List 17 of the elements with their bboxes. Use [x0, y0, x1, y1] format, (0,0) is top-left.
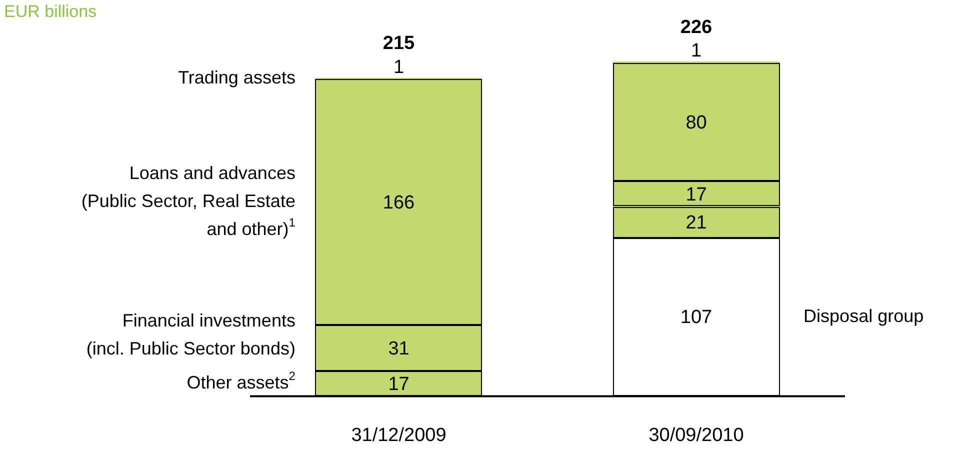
series-label: Financial investments (incl. Public Sector bonds) [86, 310, 296, 359]
x-tick-label: 30/09/2010 [648, 424, 744, 446]
data-label: 1 [393, 56, 404, 78]
total-label: 226 [680, 16, 712, 38]
text: EUR billions [4, 2, 97, 22]
total-label: 215 [382, 33, 416, 54]
data-label: 31 [388, 338, 410, 360]
data-label: 107 [680, 307, 712, 328]
x-tick-label: 31/12/2009 [351, 424, 446, 446]
data-label: 1 [690, 40, 702, 62]
data-label: 21 [686, 212, 707, 234]
data-label: 17 [388, 374, 410, 395]
data-label: 80 [686, 112, 707, 134]
data-label: 166 [382, 192, 415, 214]
series-label: Disposal group [804, 306, 924, 326]
data-label: 17 [686, 184, 707, 206]
series-label: Trading assets [178, 68, 296, 88]
